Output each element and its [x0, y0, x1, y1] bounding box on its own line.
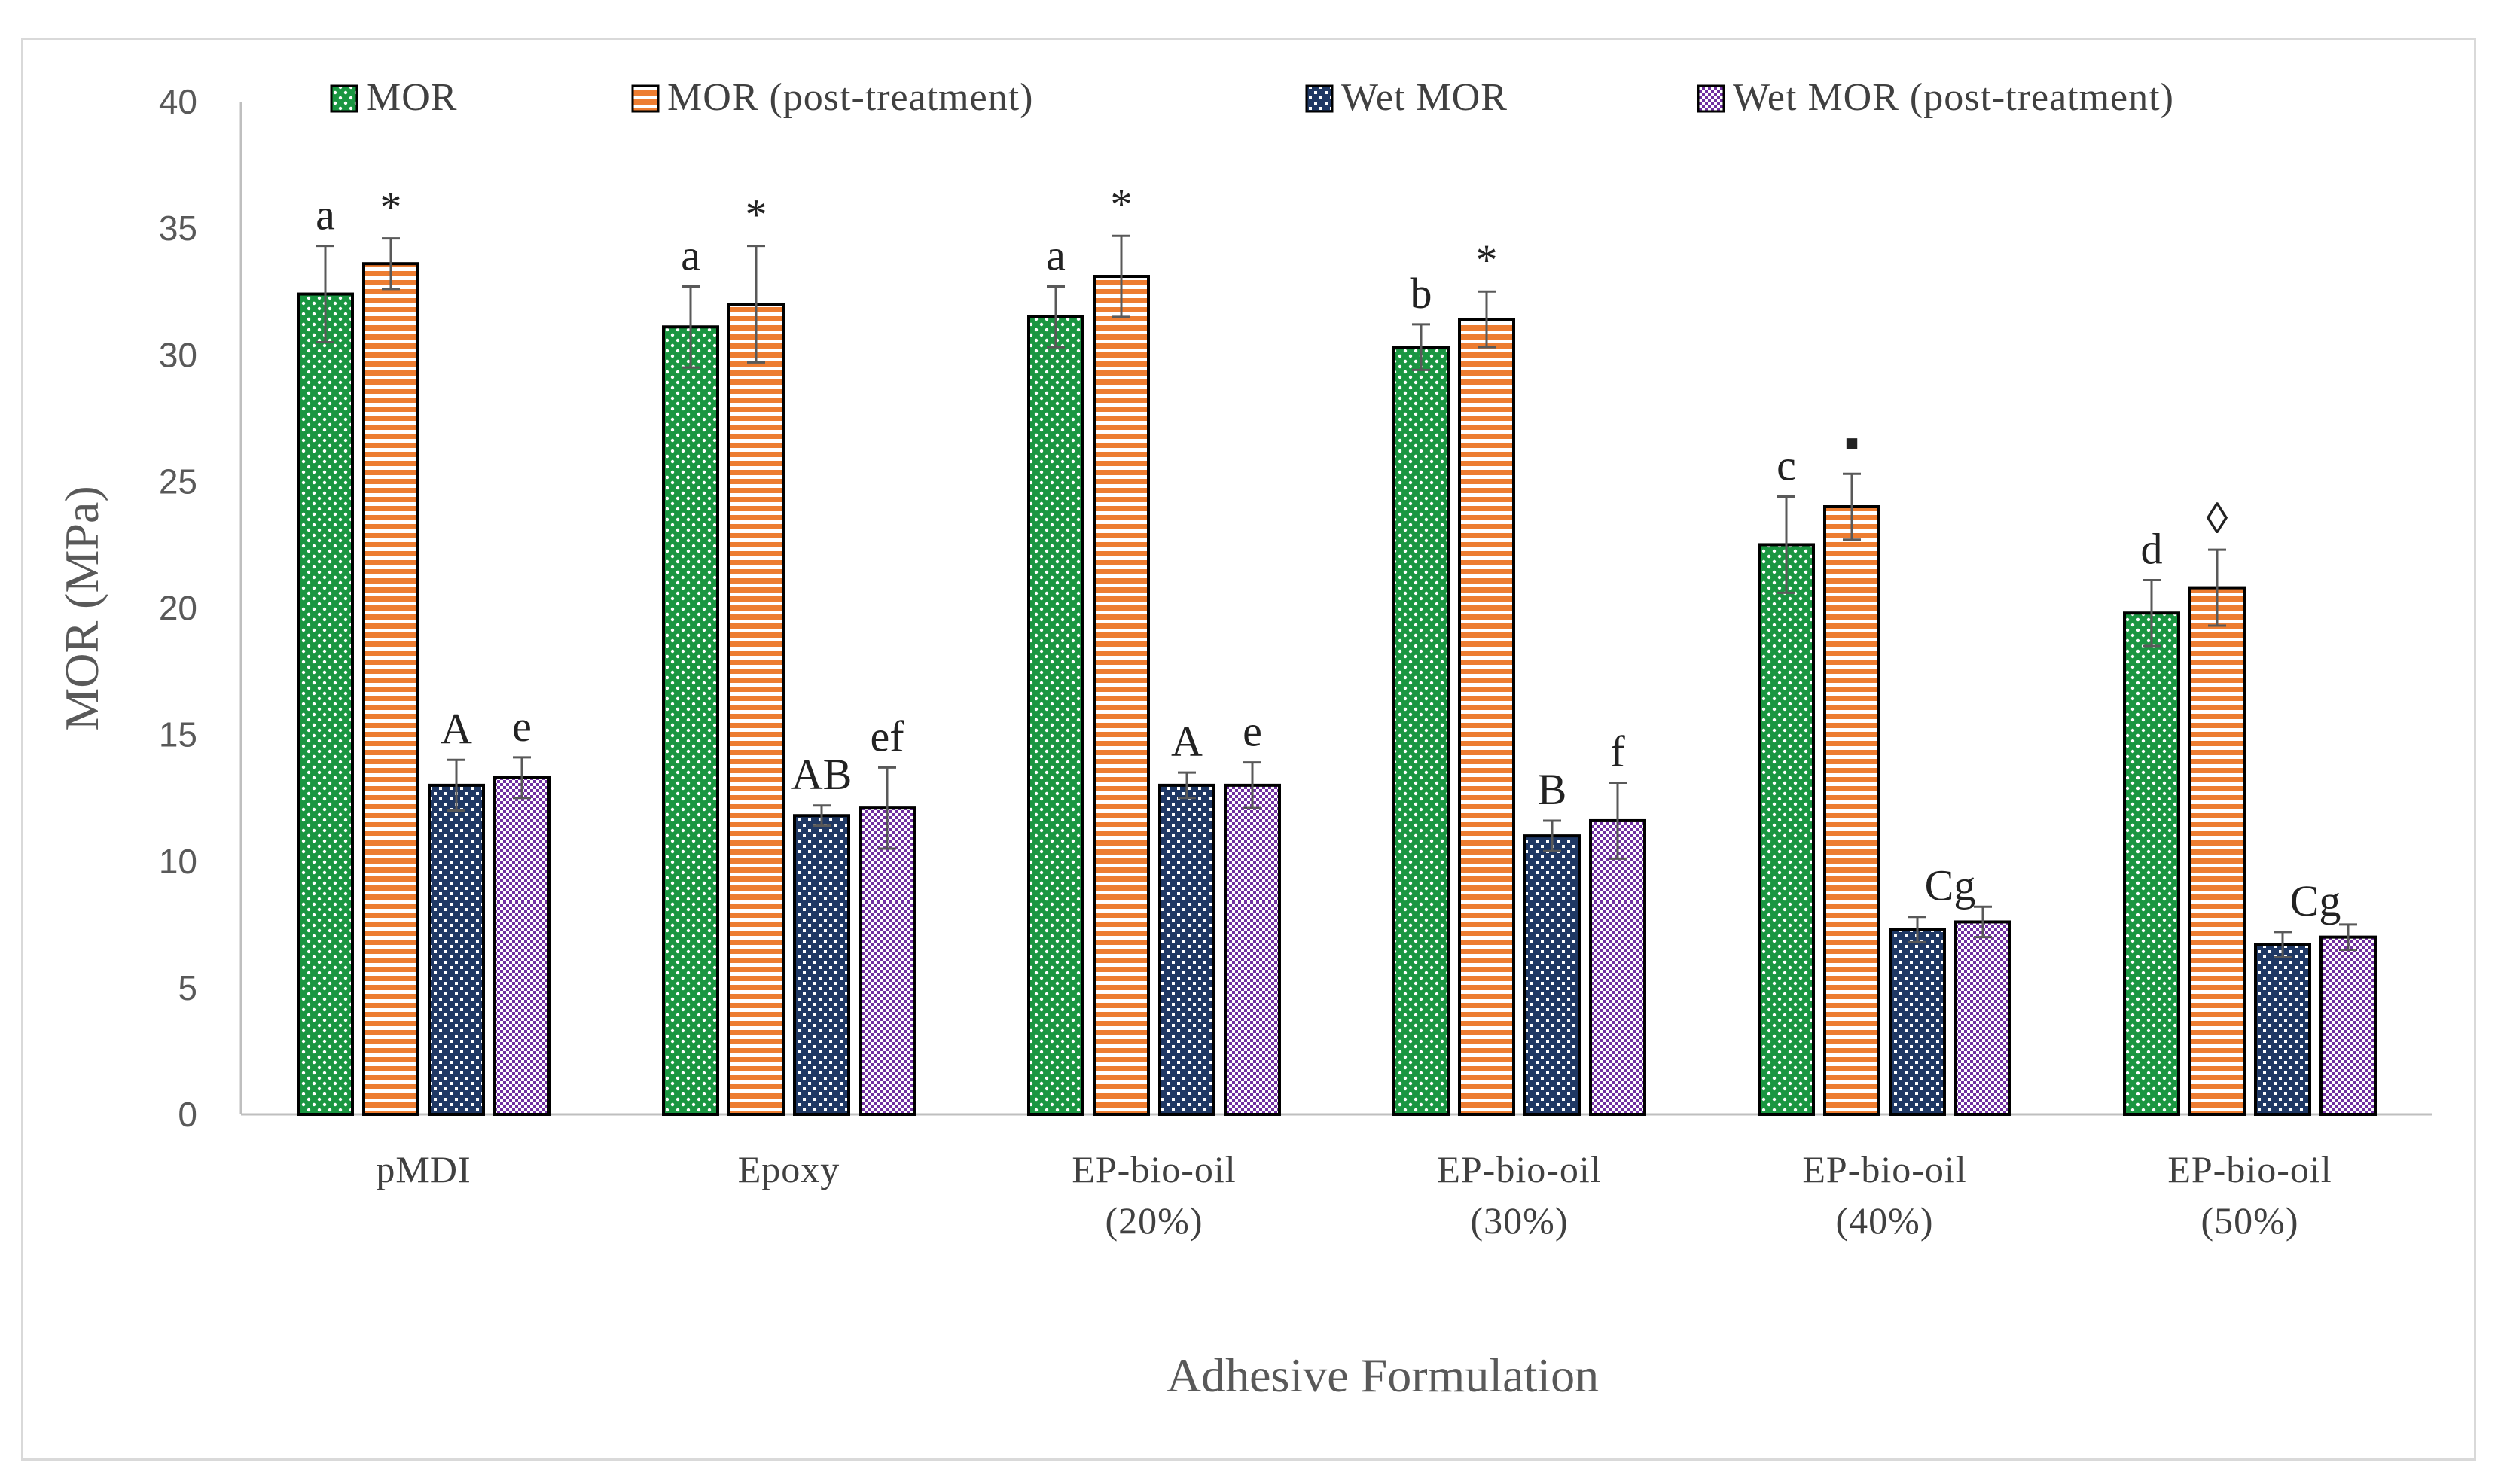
x-axis: pMDI Epoxy EP-bio-oil (20%) EP-bio-oil (30%) E…	[241, 1113, 2432, 1242]
bar	[493, 776, 551, 1116]
x-category-label: Epoxy	[738, 1148, 840, 1190]
significance-label: *	[1111, 180, 1133, 229]
y-tick-label: 25	[159, 462, 197, 501]
legend-label: Wet MOR (post-treatment)	[1733, 76, 2174, 119]
bar	[2254, 943, 2311, 1117]
significance-label: *	[1476, 236, 1498, 285]
significance-label: ef	[870, 712, 904, 760]
x-category-label: (50%)	[2201, 1199, 2299, 1242]
significance-label: *	[380, 183, 402, 232]
significance-label: a	[681, 230, 700, 279]
significance-label: A	[1171, 717, 1203, 766]
significance-label: d	[2141, 525, 2163, 574]
x-category-label: pMDI	[376, 1148, 471, 1190]
significance-label: ◊	[2207, 494, 2228, 543]
significance-label: e	[1243, 707, 1262, 756]
x-category-label: EP-bio-oil	[2167, 1148, 2332, 1190]
x-category-label: EP-bio-oil	[1437, 1148, 1601, 1190]
significance-label: a	[316, 190, 335, 239]
y-tick-label: 0	[178, 1095, 197, 1134]
significance-label: Cg	[2290, 876, 2341, 925]
significance-label: e	[512, 702, 532, 751]
bar	[297, 292, 354, 1116]
significance-label: B	[1538, 765, 1567, 814]
bar	[727, 303, 785, 1116]
bar	[1523, 834, 1581, 1116]
chart-frame	[21, 38, 2476, 1461]
bar	[2188, 586, 2246, 1116]
significance-label: ▪	[1844, 418, 1860, 467]
bar	[859, 806, 916, 1116]
x-axis-title: Adhesive Formulation	[1167, 1348, 1599, 1402]
significance-labels-group: a * A e a * AB ef a * A e b * Bf c ▪ Cg d ◊ Cg	[316, 180, 2341, 925]
bar	[662, 325, 719, 1117]
legend-swatch	[1697, 84, 1725, 113]
legend-swatch	[330, 84, 358, 113]
bar	[362, 262, 419, 1117]
bar	[1027, 315, 1084, 1116]
bar	[428, 783, 485, 1116]
legend-label: Wet MOR	[1341, 76, 1508, 119]
bar	[1224, 783, 1281, 1116]
significance-label: b	[1411, 269, 1432, 318]
x-category-label: EP-bio-oil	[1072, 1148, 1236, 1190]
y-axis: 0 5 10 15 20 25 30 35 40	[159, 82, 242, 1134]
significance-label: c	[1777, 441, 1796, 490]
y-tick-label: 30	[159, 335, 197, 374]
y-tick-label: 35	[159, 209, 197, 248]
y-tick-label: 5	[178, 968, 197, 1007]
bar	[1758, 543, 1815, 1116]
x-category-label: (20%)	[1106, 1199, 1203, 1242]
y-tick-label: 20	[159, 589, 197, 628]
legend: MOR MOR (post-treatment) Wet MOR Wet MOR (p…	[330, 76, 2174, 119]
y-axis-title: MOR (MPa)	[55, 486, 108, 730]
significance-label: Cg	[1925, 861, 1976, 910]
bar	[1889, 928, 1946, 1116]
legend-label: MOR (post-treatment)	[667, 76, 1033, 119]
bar	[1093, 275, 1150, 1117]
significance-label: a	[1046, 230, 1066, 279]
bar	[2123, 611, 2180, 1116]
bar	[1589, 818, 1646, 1116]
significance-label: A	[441, 704, 472, 753]
x-category-label: (30%)	[1471, 1199, 1569, 1242]
y-tick-label: 40	[159, 82, 197, 121]
significance-label: AB	[791, 750, 852, 799]
x-category-label: EP-bio-oil	[1802, 1148, 1966, 1190]
bar	[793, 814, 850, 1116]
bar	[1954, 920, 2011, 1116]
bar	[2319, 935, 2377, 1116]
bar	[1458, 318, 1515, 1116]
y-tick-label: 10	[159, 842, 197, 881]
y-tick-label: 15	[159, 715, 197, 754]
significance-label: *	[746, 190, 767, 239]
bar	[1158, 783, 1215, 1116]
significance-label: f	[1610, 727, 1625, 776]
legend-swatch	[1305, 84, 1334, 113]
bar	[1392, 346, 1450, 1117]
legend-label: MOR	[366, 76, 457, 119]
legend-swatch	[631, 84, 660, 113]
x-category-label: (40%)	[1836, 1199, 1934, 1242]
bar-series-group	[297, 262, 2377, 1117]
bar	[1823, 505, 1880, 1116]
error-bars-group	[316, 234, 2357, 959]
